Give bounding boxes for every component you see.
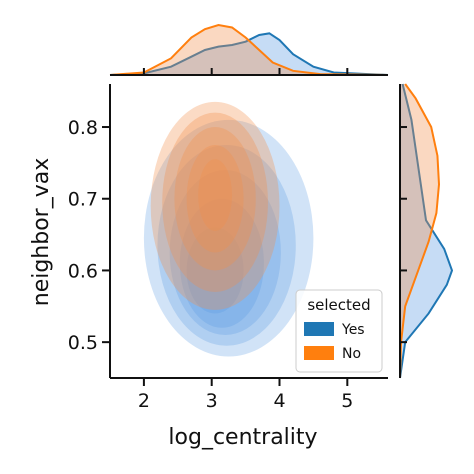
y-marginal-line-yes <box>399 83 454 379</box>
top-marginal-plot <box>109 23 389 76</box>
kde-level-yes-4 <box>179 198 264 328</box>
kde-level-no-5 <box>198 159 233 231</box>
y-tick-label-0.6: 0.6 <box>68 260 98 282</box>
y-axis-label: neighbor_vax <box>29 158 54 307</box>
kde-level-yes-2 <box>157 144 296 346</box>
kde-series-no <box>150 101 280 310</box>
x-tick-label-5: 5 <box>341 390 353 412</box>
x-marginal-fill-no <box>110 25 388 75</box>
x-tick-label-3: 3 <box>206 390 218 412</box>
kde-level-no-3 <box>174 127 256 271</box>
y-tick-label-0.7: 0.7 <box>68 189 98 211</box>
kde-series-yes <box>143 119 314 357</box>
y-marginal-fill-no <box>400 84 439 378</box>
legend-label-no: No <box>342 346 361 362</box>
kde-level-yes-1 <box>143 119 314 357</box>
y-tick-label-0.8: 0.8 <box>68 117 98 139</box>
kde-level-no-2 <box>162 112 268 292</box>
y-marginal-line-no <box>399 83 441 379</box>
x-tick-label-4: 4 <box>273 390 285 412</box>
legend-title: selected <box>307 296 370 314</box>
x-marginal-line-yes <box>109 32 389 76</box>
legend-swatch-no <box>304 346 334 360</box>
x-marginal-fill-yes <box>110 33 388 75</box>
x-marginal-line-no <box>109 23 389 76</box>
y-marginal-fill-yes <box>400 84 452 378</box>
y-tick-label-0.5: 0.5 <box>68 332 98 354</box>
kde-level-no-4 <box>186 144 244 253</box>
legend-swatch-yes <box>304 322 334 336</box>
x-tick-label-2: 2 <box>138 390 150 412</box>
kde-level-no-1 <box>150 101 280 310</box>
kde-level-yes-5 <box>186 227 244 314</box>
main-plot-area <box>143 101 314 357</box>
x-axis-label: log_centrality <box>168 425 317 450</box>
legend-label-yes: Yes <box>341 322 365 338</box>
kde-level-yes-3 <box>169 170 281 335</box>
right-marginal-plot <box>399 83 454 379</box>
axes: 2 3 4 5 0.5 0.6 0.7 0.8 <box>68 68 407 412</box>
legend: selected Yes No <box>295 289 383 373</box>
